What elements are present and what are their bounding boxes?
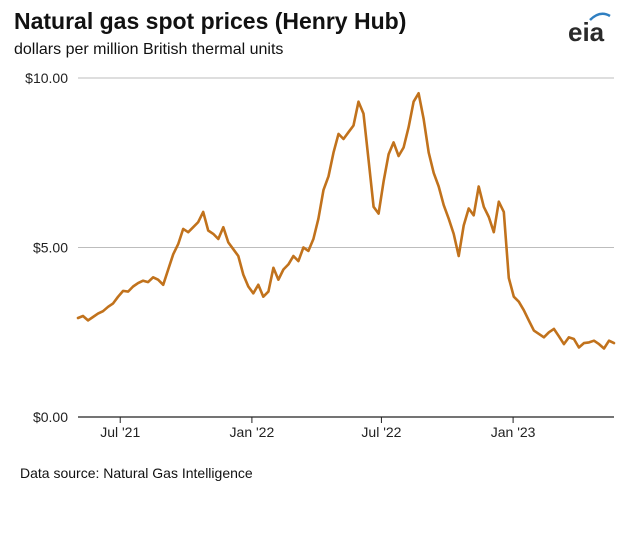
chart-subtitle: dollars per million British thermal unit… xyxy=(14,41,284,58)
x-axis: Jul '21 Jan '22 Jul '22 Jan '23 xyxy=(78,416,614,440)
x-tick-label-3: Jan '23 xyxy=(491,424,536,440)
eia-logo-arc-icon xyxy=(589,12,611,21)
y-tick-label-0: $0.00 xyxy=(33,409,68,425)
y-axis-tick-labels: $0.00 $5.00 $10.00 xyxy=(25,70,68,425)
data-source-note: Data source: Natural Gas Intelligence xyxy=(20,465,253,481)
x-tick-label-0: Jul '21 xyxy=(100,424,140,440)
eia-logo-text: eia xyxy=(568,17,605,44)
grid-lines xyxy=(78,77,614,248)
x-tick-label-2: Jul '22 xyxy=(361,424,401,440)
eia-logo: eia xyxy=(568,12,611,44)
series-lines xyxy=(76,92,616,350)
y-tick-label-2: $10.00 xyxy=(25,70,68,86)
x-tick-label-1: Jan '22 xyxy=(230,424,275,440)
series-line-0 xyxy=(76,92,616,350)
chart-title: Natural gas spot prices (Henry Hub) xyxy=(14,8,407,34)
y-tick-label-1: $5.00 xyxy=(33,240,68,256)
